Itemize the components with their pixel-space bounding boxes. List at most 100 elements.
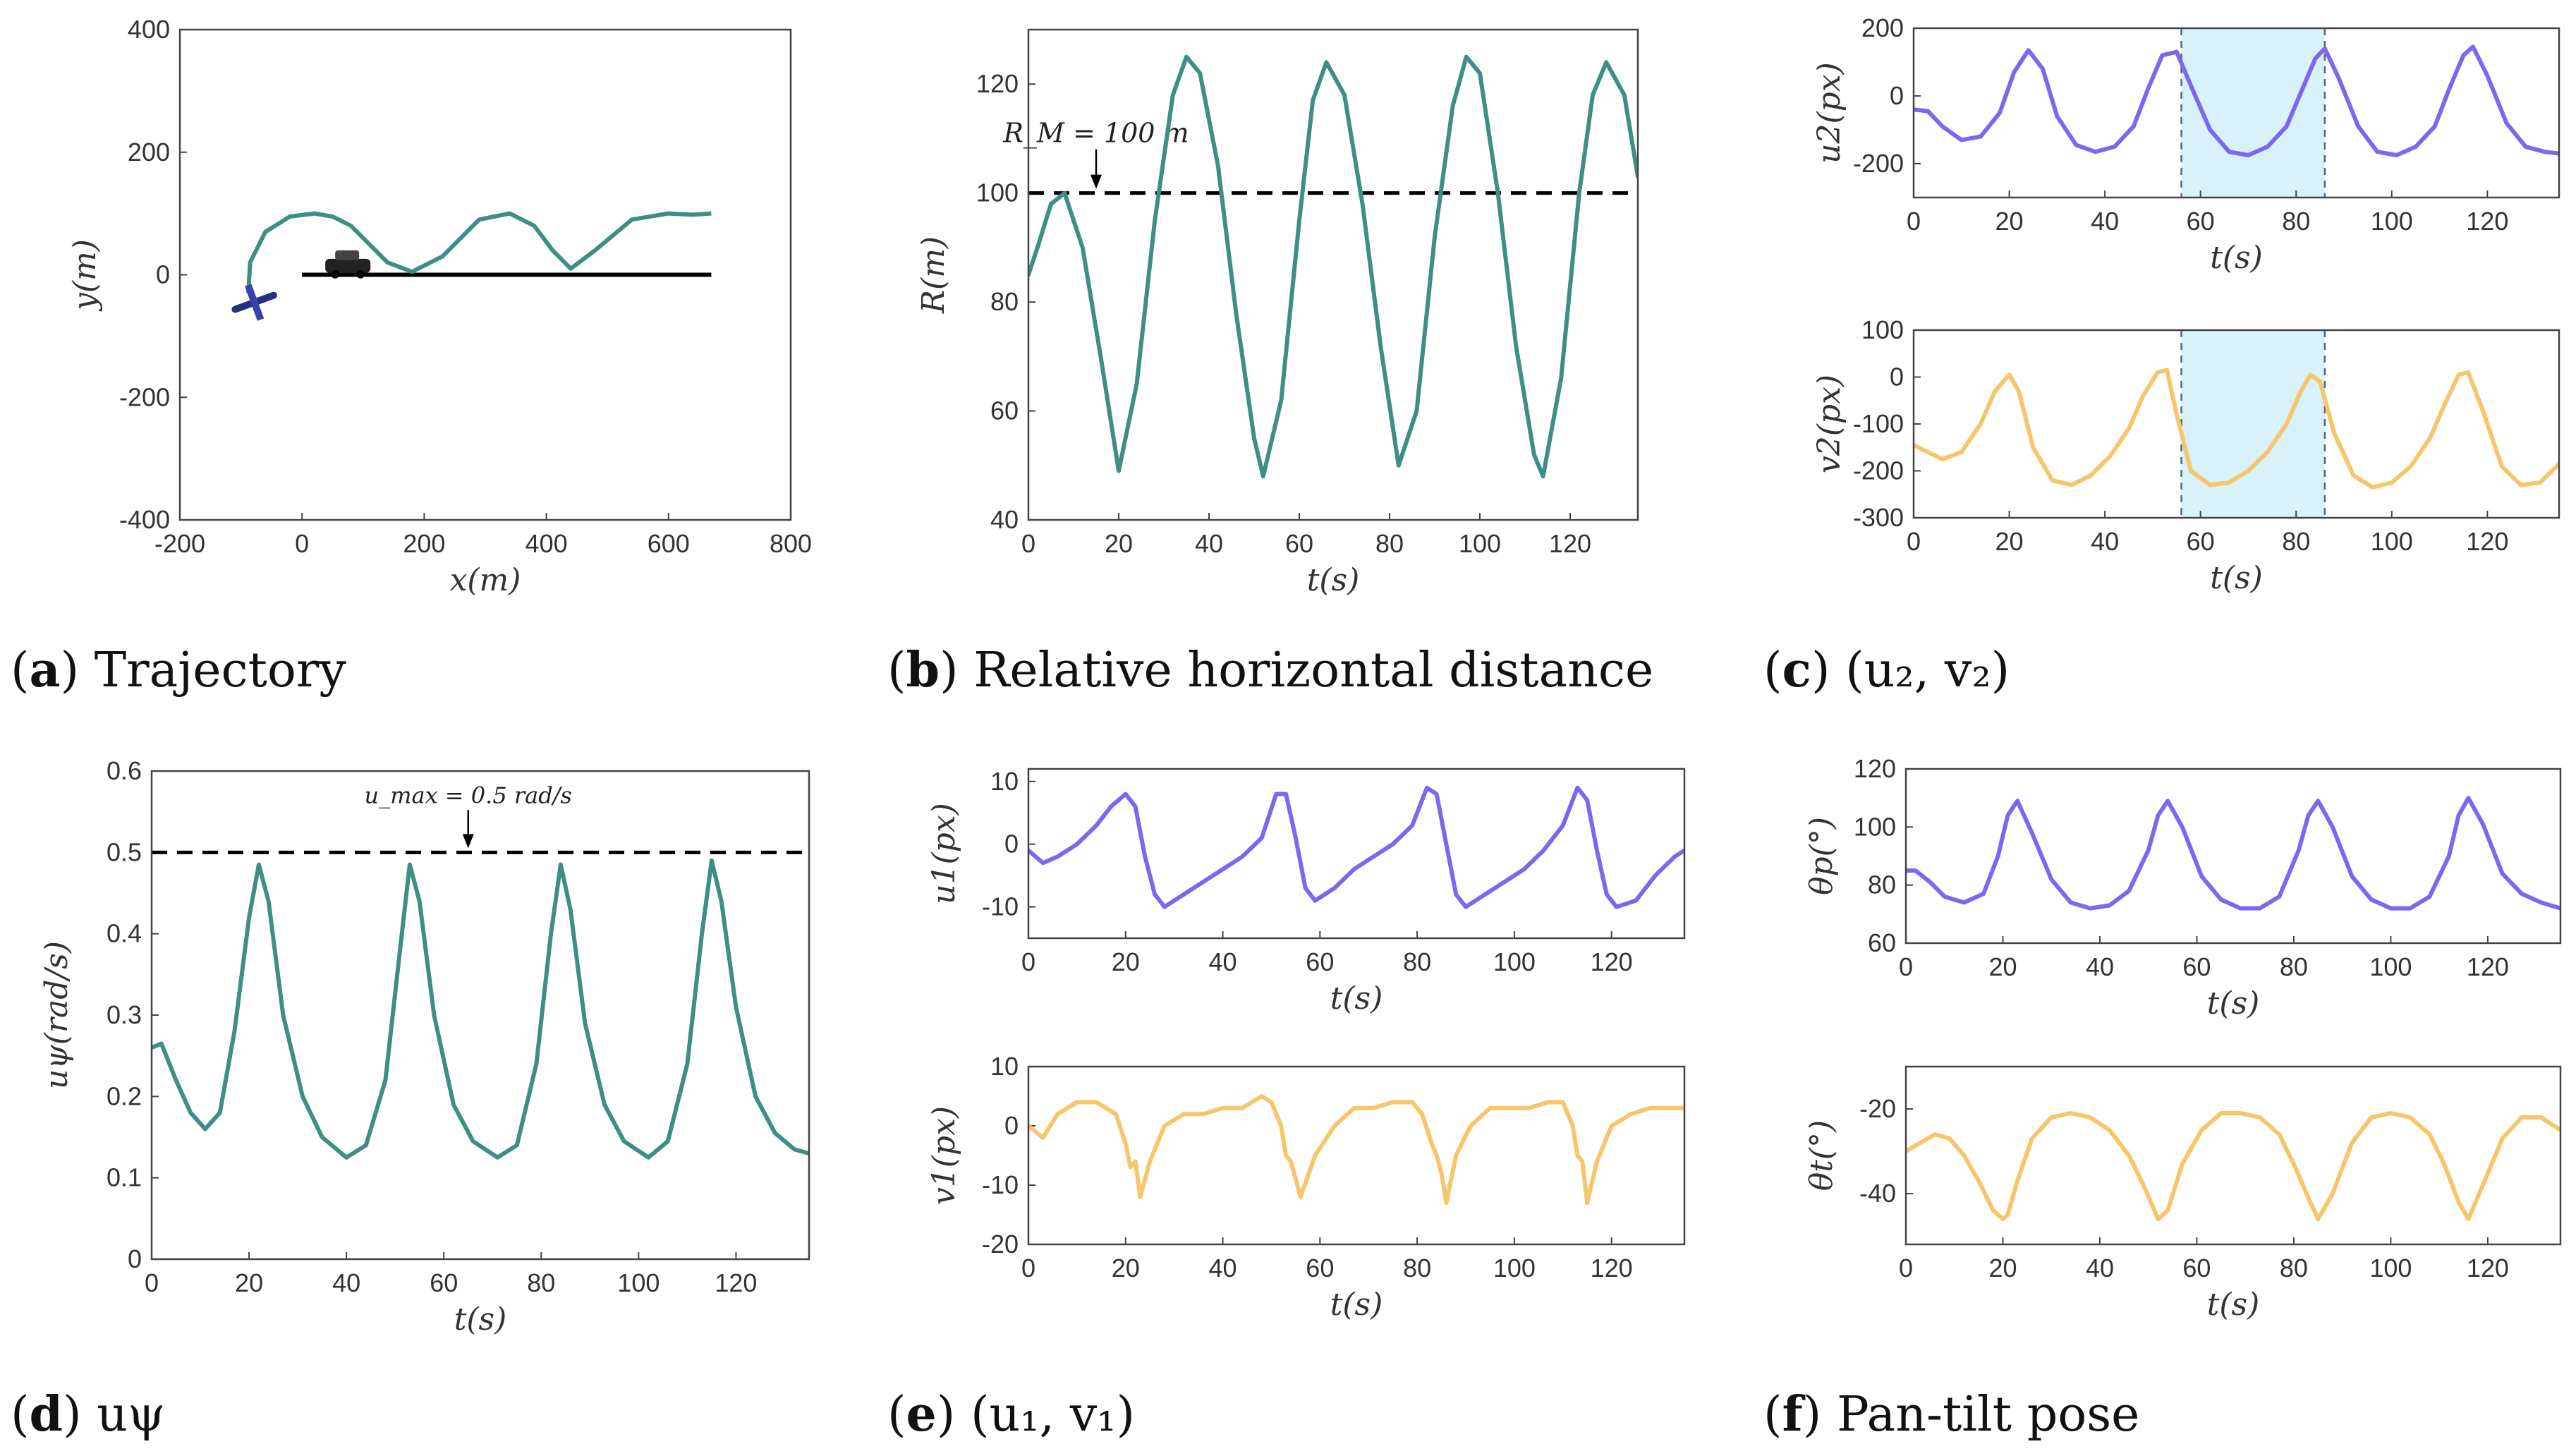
x-tick-label: 0 [1021, 947, 1035, 976]
series-line [152, 858, 809, 1160]
x-axis-label: t(s) [1330, 1287, 1383, 1323]
x-tick-label: 40 [332, 1268, 360, 1297]
x-tick-label: 80 [2280, 952, 2308, 981]
y-tick-label: 0.6 [107, 756, 142, 785]
y-tick-label: -400 [119, 505, 170, 534]
shaded-interval [2181, 28, 2325, 198]
chart-e-bottom: 0 20 40 60 80 100 120 -20 -10 0 10 t(s) v1(px) [926, 1052, 1686, 1323]
series-line [1028, 1094, 1684, 1206]
x-tick-label: 40 [2091, 207, 2119, 236]
caption-b: (b) Relative horizontal distance [887, 642, 1654, 698]
x-tick-label: 0 [1021, 529, 1035, 558]
x-tick-label: 200 [403, 529, 445, 558]
x-tick-label: 120 [1591, 947, 1633, 976]
y-tick-label: -200 [119, 382, 170, 411]
x-tick-label: 80 [1403, 1254, 1431, 1282]
y-tick-label: 60 [990, 396, 1019, 425]
chart-d: 0 20 40 60 80 100 120 0 0.1 0.2 0.3 0.4 0.5 0.6 t(s) uψ… [39, 756, 810, 1337]
axes-frame [1027, 1065, 1686, 1246]
x-tick-label: 40 [1195, 529, 1223, 558]
x-tick-label: 100 [1459, 529, 1501, 558]
x-tick-label: 20 [1988, 952, 2017, 981]
x-tick-label: 100 [617, 1268, 660, 1297]
x-tick-label: 60 [2182, 952, 2211, 981]
x-tick-label: 0 [1907, 527, 1921, 556]
x-tick-label: 0 [1021, 1254, 1035, 1282]
y-tick-label: -300 [1853, 503, 1904, 532]
plot-area [1028, 30, 1638, 520]
x-tick-label: 0 [1899, 1254, 1913, 1282]
x-tick-label: 120 [1591, 1254, 1633, 1282]
y-tick-label: 10 [990, 1052, 1019, 1081]
x-axis-label: t(s) [2210, 240, 2263, 276]
x-tick-label: 40 [2086, 952, 2114, 981]
x-tick-label: 80 [527, 1268, 555, 1297]
y-axis-label: uψ(rad/s) [39, 941, 75, 1089]
x-tick-label: 40 [2086, 1254, 2114, 1282]
y-tick-label: -20 [982, 1230, 1019, 1258]
shaded-interval [2181, 330, 2325, 518]
annotation-arrow-head [462, 834, 474, 849]
caption-f: (f) Pan-tilt pose [1763, 1386, 2140, 1443]
x-tick-label: 600 [648, 529, 690, 558]
aircraft-icon [231, 284, 277, 321]
y-tick-label: 0.3 [107, 1000, 142, 1029]
x-tick-label: 120 [1549, 529, 1591, 558]
series-line [1906, 1111, 2560, 1221]
x-axis-label: t(s) [2210, 560, 2263, 596]
y-tick-label: 10 [990, 767, 1019, 796]
x-tick-label: 20 [235, 1268, 263, 1297]
y-tick-label: 0 [1890, 81, 1904, 110]
y-tick-label: -200 [1853, 456, 1904, 485]
y-tick-label: 0.4 [107, 919, 142, 948]
x-axis-label: t(s) [1307, 562, 1360, 598]
axes-frame [1904, 768, 2562, 945]
x-tick-label: 0 [145, 1268, 159, 1297]
y-tick-label: 40 [990, 505, 1019, 534]
y-tick-label: 400 [128, 15, 170, 44]
x-tick-label: 0 [1899, 952, 1913, 981]
x-tick-label: 100 [2369, 952, 2412, 981]
x-tick-label: 20 [1112, 947, 1140, 976]
annotation-arrow-head [1090, 174, 1102, 189]
axes-frame [178, 28, 792, 521]
y-tick-label: 0 [1004, 1111, 1019, 1140]
x-tick-label: 40 [2091, 527, 2119, 556]
series-line [1914, 44, 2559, 157]
x-tick-label: 0 [295, 529, 309, 558]
y-tick-label: 80 [1868, 870, 1896, 899]
y-axis-label: u1(px) [926, 803, 962, 904]
x-tick-label: 40 [1209, 1254, 1237, 1282]
x-tick-label: 20 [1988, 1254, 2017, 1282]
caption-d: (d) uψ [11, 1386, 166, 1443]
x-axis-label: t(s) [454, 1302, 507, 1337]
x-tick-label: 60 [1285, 529, 1313, 558]
chart-c-bottom: 0 20 40 60 80 100 120 -300 -200 -100 0 100 t(s) v2(px… [1811, 315, 2560, 596]
x-tick-label: 80 [2282, 527, 2310, 556]
x-tick-label: 60 [2182, 1254, 2211, 1282]
x-tick-label: 60 [430, 1268, 458, 1297]
x-tick-label: -200 [154, 529, 205, 558]
y-tick-label: 120 [1854, 754, 1896, 783]
y-axis-label: R(m) [916, 236, 952, 314]
y-tick-label: 0 [156, 260, 170, 289]
y-tick-label: 0.2 [107, 1081, 142, 1110]
y-tick-label: -100 [1853, 409, 1904, 438]
y-tick-label: 0 [128, 1244, 142, 1273]
x-tick-label: 100 [2371, 527, 2413, 556]
x-tick-label: 60 [2187, 207, 2215, 236]
x-axis-label: t(s) [2207, 1287, 2260, 1323]
x-tick-label: 120 [715, 1268, 757, 1297]
x-tick-label: 100 [2371, 207, 2413, 236]
x-tick-label: 0 [1907, 207, 1921, 236]
chart-b: 0 20 40 60 80 100 120 40 60 80 100 120 t(s) R(m) R_M =… [916, 28, 1639, 598]
chart-f-bottom: 0 20 40 60 80 100 120 -40 -20 t(s) θt(°) [1804, 1065, 2562, 1323]
y-tick-label: 0.5 [107, 837, 142, 866]
axes-frame [1912, 329, 2560, 519]
y-axis-label: v2(px) [1811, 375, 1847, 473]
y-tick-label: 0.1 [107, 1163, 142, 1192]
x-tick-label: 20 [1112, 1254, 1140, 1282]
y-axis-label: u2(px) [1811, 62, 1847, 164]
x-tick-label: 120 [2466, 207, 2508, 236]
